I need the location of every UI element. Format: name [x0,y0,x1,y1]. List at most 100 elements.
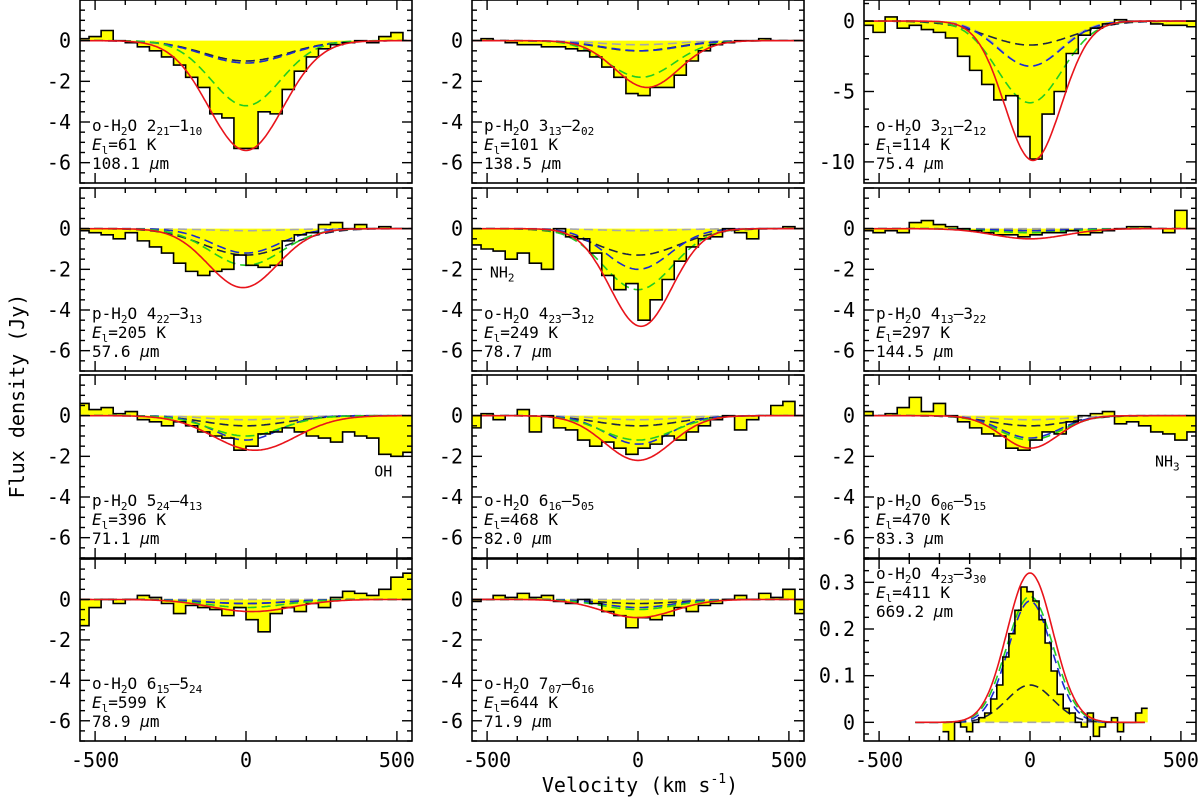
y-tick-label: -10 [819,150,855,174]
plot-area [472,400,804,462]
x-tick-label: 0 [1024,748,1036,772]
transition-label: o-H2O 615–524 [92,674,203,696]
y-tick-label: -2 [831,257,855,281]
y-tick-label: 0 [843,710,855,734]
model-green-curve [864,20,1196,104]
model-total-curve [80,227,412,289]
transition-label: o-H2O 221–110 [92,116,202,138]
y-tick-label: -4 [47,668,71,692]
x-tick-label: 500 [1163,748,1199,772]
y-tick-label: -4 [439,668,463,692]
energy-label: El=644 K [484,693,558,715]
x-tick-label: -500 [855,748,903,772]
y-tick-label: -4 [831,298,855,322]
plot-area [80,221,412,289]
plot-area [472,37,804,97]
x-axis-title-exponent: -1 [710,772,726,787]
model-green-curve [472,39,804,79]
y-axis-title: Flux density (Jy) [5,294,29,499]
observed-spectrum [472,225,804,321]
y-tick-label: -6 [47,339,71,363]
energy-label: El=205 K [92,323,166,345]
observed-spectrum [80,402,412,458]
energy-label: El=396 K [92,510,166,532]
y-tick-label: -2 [47,628,71,652]
y-tick-label: -4 [47,110,71,134]
y-tick-label: -6 [439,339,463,363]
wavelength-label: 82.0 μm [484,529,551,548]
model-total-curve [80,39,412,152]
model-green-curve [80,414,412,437]
energy-label: El=61 K [92,135,157,157]
model-total-curve [864,227,1196,240]
y-tick-label: -5 [831,80,855,104]
y-tick-label: 0.2 [819,617,855,641]
observed-fill [80,222,412,276]
wavelength-label: 83.3 μm [876,529,943,548]
y-tick-label: 0.1 [819,664,855,688]
y-tick-label: -6 [439,709,463,733]
y-tick-label: -2 [439,444,463,468]
y-tick-label: 0 [843,404,855,428]
observed-fill [864,16,1196,160]
y-tick-label: -4 [439,485,463,509]
x-axis-title: Velocity (km s-1) [542,772,738,797]
wavelength-label: 71.1 μm [92,529,159,548]
observed-fill [80,30,412,149]
y-tick-label: -2 [439,69,463,93]
y-tick-label: -6 [439,526,463,550]
y-tick-label: -6 [831,526,855,550]
y-tick-label: -6 [831,339,855,363]
x-tick-label: -500 [463,748,511,772]
model-total-curve [472,598,804,619]
wavelength-label: 144.5 μm [876,342,953,361]
transition-label: p-H2O 422–313 [92,304,202,326]
x-tick-label: 0 [632,748,644,772]
wavelength-label: 78.7 μm [484,342,551,361]
plot-area [864,396,1196,452]
energy-label: El=599 K [92,693,166,715]
y-tick-label: 0 [59,404,71,428]
y-tick-label: -6 [47,151,71,175]
y-tick-label: -6 [47,526,71,550]
model-total-curve [864,414,1196,449]
wavelength-label: 71.9 μm [484,712,551,731]
wavelength-label: 78.9 μm [92,712,159,731]
transition-label: o-H2O 321–212 [876,116,986,138]
transition-label: p-H2O 524–413 [92,491,202,513]
model-total-curve [472,227,804,328]
model-total-curve [80,414,412,451]
contaminant-label: NH2 [490,263,515,284]
observed-spectrum [864,396,1196,452]
y-tick-label: -4 [47,485,71,509]
plot-area [472,225,804,328]
y-tick-label: 0 [59,587,71,611]
transition-label: p-H2O 413–322 [876,304,986,326]
contaminant-label: OH [374,463,392,481]
energy-label: El=470 K [876,510,950,532]
observed-fill [80,573,412,632]
plot-area [80,572,412,633]
transition-label: o-H2O 423–330 [876,564,986,586]
wavelength-label: 57.6 μm [92,342,159,361]
energy-label: El=249 K [484,323,558,345]
observed-fill [942,587,1148,741]
y-tick-label: -2 [439,628,463,652]
y-tick-label: 0 [451,217,463,241]
transition-label: p-H2O 313–202 [484,116,594,138]
observed-fill [472,226,804,321]
observed-spectrum [864,209,1196,238]
y-tick-label: -4 [831,485,855,509]
observed-spectrum [472,400,804,456]
energy-label: El=411 K [876,583,950,605]
y-tick-label: -2 [831,444,855,468]
